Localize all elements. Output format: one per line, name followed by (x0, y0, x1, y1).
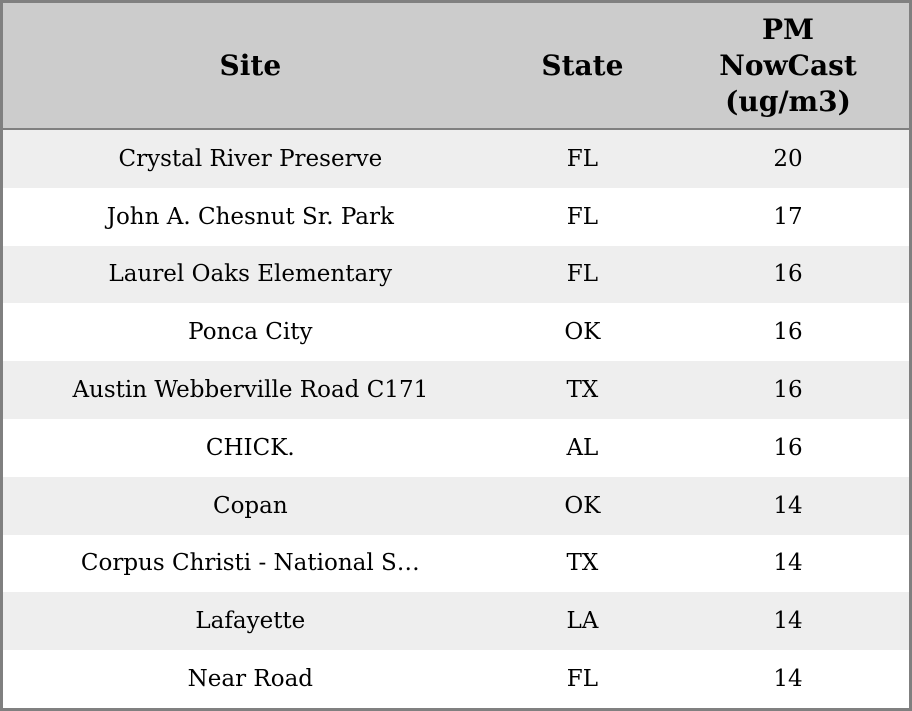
site-cell: Lafayette (195, 608, 306, 635)
pm-nowcast-cell: 16 (773, 261, 803, 288)
table-row: Copan OK 14 (3, 476, 909, 535)
pm-nowcast-cell: 16 (773, 377, 803, 404)
pm-nowcast-cell: 14 (773, 492, 803, 519)
table-row: Ponca City OK 16 (3, 303, 909, 362)
state-cell: OK (564, 319, 601, 346)
site-cell: Laurel Oaks Elementary (108, 261, 393, 288)
pm-nowcast-cell: 17 (773, 203, 803, 230)
table-row: Crystal River Preserve FL 20 (3, 130, 909, 188)
state-cell: OK (564, 492, 601, 519)
column-header-state-label: State (541, 48, 624, 82)
state-cell: FL (566, 666, 598, 693)
site-cell: Copan (212, 492, 288, 519)
state-cell: FL (566, 203, 598, 230)
table-row: Laurel Oaks Elementary FL 16 (3, 245, 909, 304)
state-cell: FL (566, 261, 598, 288)
column-header-state: State (498, 48, 667, 84)
pm-nowcast-cell: 14 (773, 550, 803, 577)
column-header-pm-nowcast: PM NowCast (ug/m3) (667, 12, 909, 120)
column-header-site-label: Site (219, 48, 282, 82)
pm-nowcast-cell: 16 (773, 319, 803, 346)
site-cell: Ponca City (188, 319, 313, 346)
table-row: CHICK. AL 16 (3, 418, 909, 477)
state-cell: LA (566, 608, 599, 635)
site-cell: Near Road (187, 666, 314, 693)
site-cell: CHICK. (205, 434, 295, 461)
pm-nowcast-cell: 14 (773, 608, 803, 635)
pm-nowcast-cell: 20 (773, 145, 803, 172)
site-cell: Austin Webberville Road C171 (72, 377, 429, 404)
site-cell: Crystal River Preserve (118, 145, 383, 172)
table-row: John A. Chesnut Sr. Park FL 17 (3, 187, 909, 246)
pm-nowcast-cell: 14 (773, 666, 803, 693)
pm-nowcast-cell: 16 (773, 434, 803, 461)
table-row: Near Road FL 14 (3, 650, 909, 708)
site-cell: John A. Chesnut Sr. Park (106, 203, 394, 230)
column-header-site: Site (3, 48, 498, 84)
site-cell: Corpus Christi - National S… (80, 550, 420, 577)
state-cell: TX (566, 550, 599, 577)
table-row: Lafayette LA 14 (3, 592, 909, 651)
table-row: Corpus Christi - National S… TX 14 (3, 534, 909, 593)
state-cell: TX (566, 377, 599, 404)
state-cell: FL (566, 145, 598, 172)
table-row: Austin Webberville Road C171 TX 16 (3, 361, 909, 419)
table-body: Crystal River Preserve FL 20 John A. Che… (3, 130, 909, 708)
table-header-row: Site State PM NowCast (ug/m3) (3, 3, 909, 130)
state-cell: AL (566, 434, 599, 461)
column-header-pm-nowcast-label: PM NowCast (ug/m3) (719, 12, 857, 118)
